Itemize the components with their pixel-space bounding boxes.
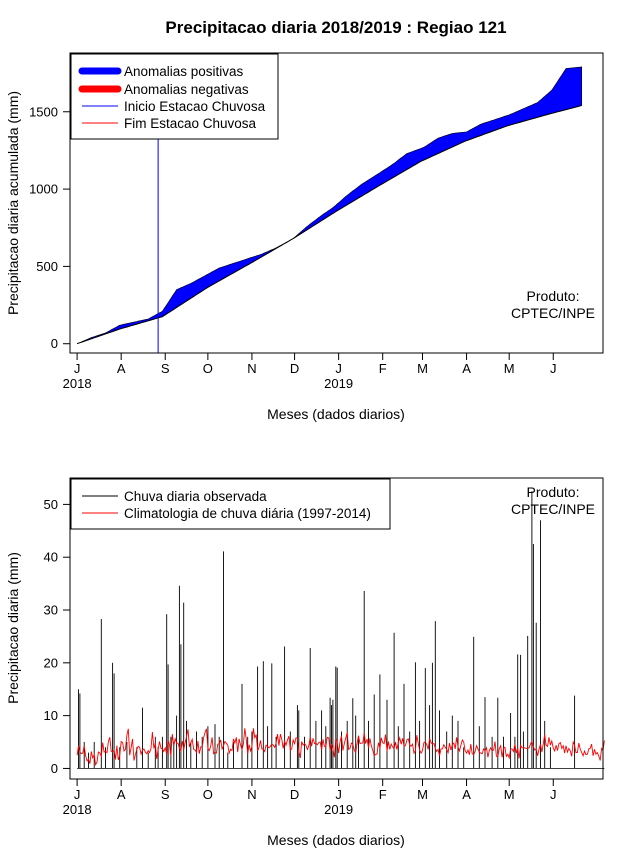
climatology-daily-line xyxy=(76,728,605,767)
legend-label-season-end: Fim Estacao Chuvosa xyxy=(124,116,257,131)
bottom-y-tick-label: 50 xyxy=(44,497,58,512)
top-x-tick-label: O xyxy=(203,361,213,376)
bottom-y-tick-label: 0 xyxy=(51,761,58,776)
bottom-y-axis-label: Precipitacao diaria (mm) xyxy=(5,552,21,704)
bottom-x-tick-label: A xyxy=(117,787,126,802)
top-x-tick-label: D xyxy=(290,361,299,376)
bottom-x-axis-label: Meses (dados diarios) xyxy=(267,832,405,848)
bottom-y-axis: 0 10 20 30 40 50 xyxy=(44,497,71,776)
legend-label-season-start: Inicio Estacao Chuvosa xyxy=(124,99,266,114)
bottom-x-tick-label: M xyxy=(504,787,515,802)
top-y-axis: 0 500 1000 1500 xyxy=(29,104,71,351)
bottom-x-tick-label: J xyxy=(550,787,557,802)
bottom-x-tick-label: J xyxy=(74,787,81,802)
legend-label-negative: Anomalias negativas xyxy=(124,82,249,97)
bottom-x-tick-label: D xyxy=(290,787,299,802)
top-y-tick-label: 1500 xyxy=(29,104,58,119)
legend-label-positive: Anomalias positivas xyxy=(124,64,244,79)
bottom-x-tick-label: O xyxy=(203,787,213,802)
top-x-axis-label: Meses (dados diarios) xyxy=(267,406,405,422)
chart-title: Precipitacao diaria 2018/2019 : Regiao 1… xyxy=(165,18,506,37)
legend-label-observed: Chuva diaria observada xyxy=(124,489,267,504)
bottom-y-tick-label: 40 xyxy=(44,550,58,565)
top-x-tick-label: J xyxy=(74,361,81,376)
top-year-label: 2019 xyxy=(324,376,353,391)
top-product-line-2: CPTEC/INPE xyxy=(511,305,595,321)
bottom-x-tick-label: F xyxy=(379,787,387,802)
top-x-tick-label: N xyxy=(247,361,256,376)
top-y-tick-label: 1000 xyxy=(29,182,58,197)
bottom-x-tick-label: A xyxy=(462,787,471,802)
top-y-axis-label: Precipitacao diaria acumulada (mm) xyxy=(5,91,21,315)
top-x-tick-label: M xyxy=(417,361,428,376)
top-y-tick-label: 0 xyxy=(51,336,58,351)
bottom-year-label: 2018 xyxy=(63,802,92,817)
top-x-tick-label: M xyxy=(504,361,515,376)
bottom-product-line-1: Produto: xyxy=(527,484,580,500)
top-legend: Anomalias positivas Anomalias negativas … xyxy=(70,53,279,140)
top-product-line-1: Produto: xyxy=(527,288,580,304)
top-x-tick-label: A xyxy=(462,361,471,376)
top-x-tick-label: J xyxy=(335,361,342,376)
bottom-y-tick-label: 20 xyxy=(44,655,58,670)
legend-label-climatology: Climatologia de chuva diária (1997-2014) xyxy=(124,506,371,521)
top-x-tick-label: S xyxy=(161,361,170,376)
top-x-tick-label: A xyxy=(117,361,126,376)
bottom-product-line-2: CPTEC/INPE xyxy=(511,501,595,517)
bottom-x-tick-label: N xyxy=(247,787,256,802)
bottom-x-tick-label: J xyxy=(335,787,342,802)
top-x-tick-label: F xyxy=(379,361,387,376)
bottom-year-label: 2019 xyxy=(324,802,353,817)
bottom-x-tick-label: M xyxy=(417,787,428,802)
observed-rain-spikes xyxy=(78,491,576,769)
climatology-accumulated-line xyxy=(76,105,581,345)
top-x-tick-label: J xyxy=(550,361,557,376)
top-y-tick-label: 500 xyxy=(36,259,58,274)
bottom-legend: Chuva diaria observada Climatologia de c… xyxy=(70,478,391,530)
bottom-x-tick-label: S xyxy=(161,787,170,802)
top-year-label: 2018 xyxy=(63,376,92,391)
bottom-legend-box xyxy=(70,478,391,530)
bottom-y-tick-label: 30 xyxy=(44,603,58,618)
bottom-y-tick-label: 10 xyxy=(44,708,58,723)
